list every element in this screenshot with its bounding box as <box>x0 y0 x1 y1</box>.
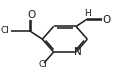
Text: Cl: Cl <box>0 26 9 35</box>
Text: O: O <box>102 15 111 24</box>
Text: N: N <box>74 47 82 57</box>
Text: Cl: Cl <box>38 60 47 69</box>
Text: O: O <box>27 10 35 20</box>
Text: H: H <box>84 9 91 18</box>
